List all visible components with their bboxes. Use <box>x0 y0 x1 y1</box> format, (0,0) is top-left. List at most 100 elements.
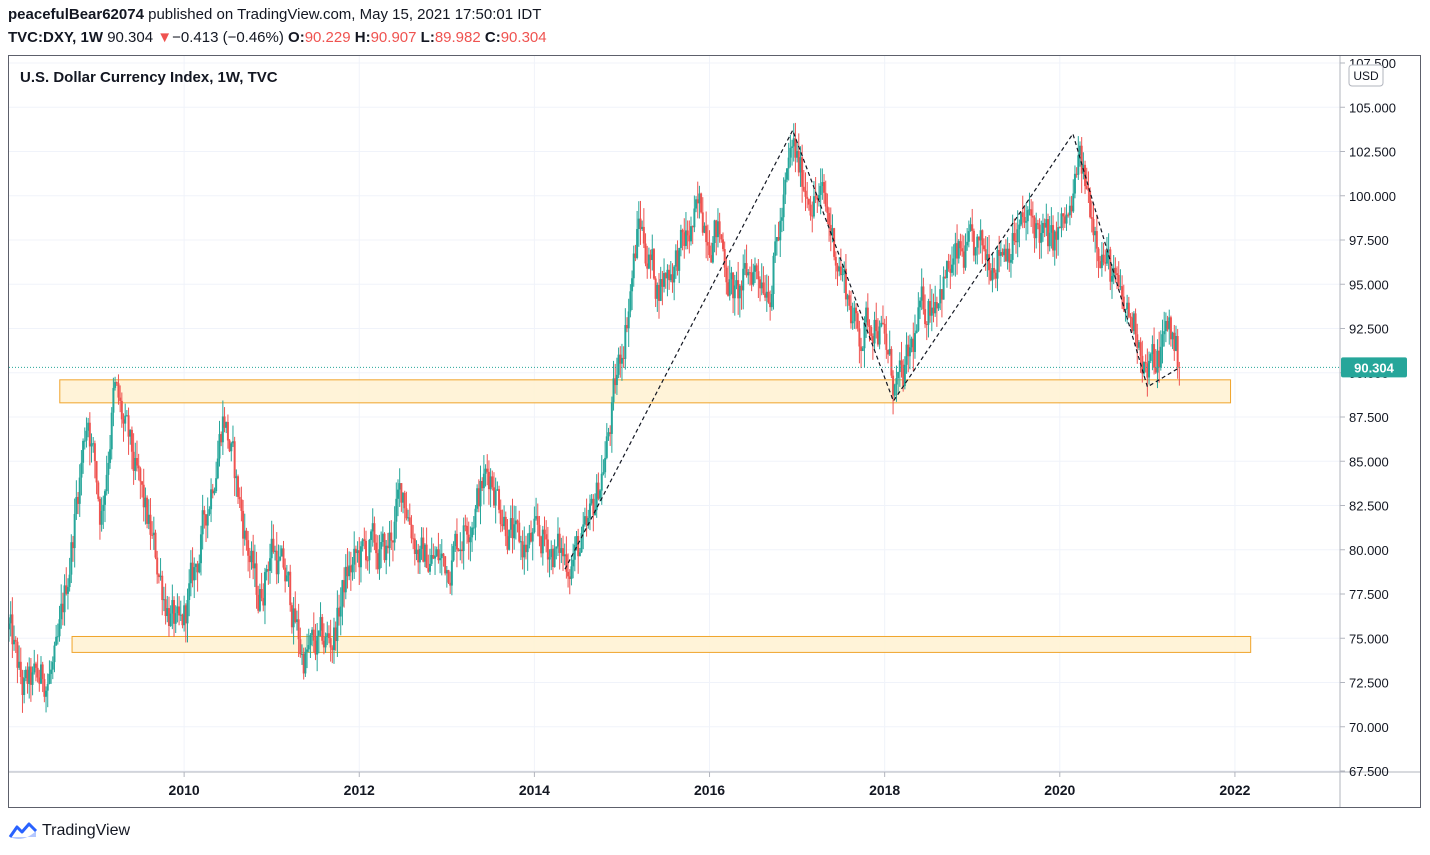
candle-body <box>1062 213 1065 217</box>
candle-body <box>757 271 760 280</box>
currency-badge[interactable] <box>1348 64 1384 87</box>
candle-body <box>856 313 859 329</box>
candle-body <box>248 555 251 563</box>
candle-body <box>122 419 125 424</box>
candle-body <box>139 468 142 482</box>
candle-body <box>1011 233 1014 260</box>
price-tick-label: 102.500 <box>1349 145 1396 160</box>
candle-body <box>257 594 260 611</box>
candle-body <box>1030 209 1033 216</box>
candle-body <box>405 508 408 519</box>
candle-body <box>673 266 676 283</box>
candle-body <box>1092 218 1095 236</box>
candle-body <box>250 550 253 563</box>
candle-body <box>331 647 334 650</box>
publication-line: peacefulBear62074 published on TradingVi… <box>8 6 541 23</box>
support-zone[interactable] <box>59 379 1232 404</box>
candle-body <box>716 221 719 238</box>
candle-body <box>1141 355 1144 374</box>
candle-body <box>1033 217 1036 239</box>
candle-body <box>361 539 364 547</box>
candle-body <box>327 633 330 639</box>
candle-body <box>1154 367 1157 373</box>
candle-body <box>994 272 997 279</box>
candle-body <box>518 522 521 542</box>
candle-body <box>873 319 876 344</box>
candle-body <box>85 430 88 441</box>
candle-body <box>1067 214 1070 216</box>
candle-body <box>981 230 984 246</box>
candle-body <box>880 322 883 327</box>
candle-body <box>745 263 748 276</box>
candle-body <box>289 571 292 606</box>
price-tick-label: 97.500 <box>1349 233 1389 248</box>
candle-body <box>226 421 229 441</box>
candle-body <box>996 249 999 279</box>
candle-body <box>755 265 758 272</box>
candle-body <box>1089 190 1092 218</box>
time-tick-label: 2020 <box>1044 782 1075 798</box>
candle-body <box>658 284 661 301</box>
candle-body <box>166 608 169 617</box>
candle-body <box>142 484 145 508</box>
candle-body <box>351 564 354 573</box>
price-chart[interactable]: 67.500 70.000 72.500 75.000 77.500 80.000 82.5… <box>9 56 1420 807</box>
candle-body <box>588 503 591 518</box>
candle-body <box>215 478 218 492</box>
author-name[interactable]: peacefulBear62074 <box>8 6 144 23</box>
candle-body <box>417 549 420 563</box>
candle-body <box>932 307 935 314</box>
candle-body <box>231 441 234 444</box>
trendline-pattern[interactable] <box>564 128 1181 570</box>
candle-body <box>701 212 704 233</box>
candle-body <box>306 649 309 652</box>
candle-body <box>797 150 800 173</box>
close-value: 90.304 <box>500 29 547 46</box>
candle-body <box>794 138 797 158</box>
candle-body <box>1153 344 1156 368</box>
candle-body <box>19 661 22 678</box>
ohlc-line: TVC:DXY, 1W 90.304 ▼−0.413 (−0.46%) O:90… <box>8 29 547 46</box>
candle-body <box>1016 229 1019 243</box>
candle-body <box>851 321 854 324</box>
candle-body <box>1038 224 1041 243</box>
candle-body <box>855 307 858 314</box>
candle-body <box>871 336 874 344</box>
candle-body <box>1159 346 1162 368</box>
candle-body <box>531 532 534 542</box>
candle-body <box>644 243 647 264</box>
candle-body <box>1109 249 1112 282</box>
tradingview-footer[interactable]: TradingView <box>8 820 130 842</box>
candle-body <box>513 524 516 539</box>
candle-body <box>80 462 83 478</box>
candle-body <box>1047 219 1050 247</box>
candle-body <box>917 307 920 331</box>
current-price-tag <box>1341 357 1407 378</box>
candle-body <box>445 570 448 574</box>
candle-body <box>819 185 822 195</box>
candle-body <box>668 269 671 281</box>
candle-body <box>908 347 911 357</box>
candle-body <box>279 556 282 561</box>
candle-body <box>208 509 211 515</box>
candle-body <box>442 553 445 557</box>
candle-body <box>312 629 315 641</box>
candle-body <box>221 416 224 443</box>
candle-body <box>740 285 743 291</box>
candle-body <box>31 672 34 685</box>
candle-body <box>413 538 416 555</box>
candle-body <box>883 323 886 334</box>
candle-body <box>632 253 635 279</box>
candle-body <box>450 560 453 586</box>
candle-body <box>400 483 403 503</box>
candle-body <box>174 613 177 624</box>
candle-body <box>152 532 155 536</box>
candle-body <box>492 487 495 506</box>
candle-body <box>112 387 115 413</box>
support-zone[interactable] <box>71 635 1252 653</box>
candle-body <box>18 661 21 668</box>
chart-frame[interactable]: 67.500 70.000 72.500 75.000 77.500 80.000 82.5… <box>8 55 1421 808</box>
candle-body <box>380 542 383 550</box>
candle-body <box>671 274 674 283</box>
candle-body <box>1001 252 1004 256</box>
